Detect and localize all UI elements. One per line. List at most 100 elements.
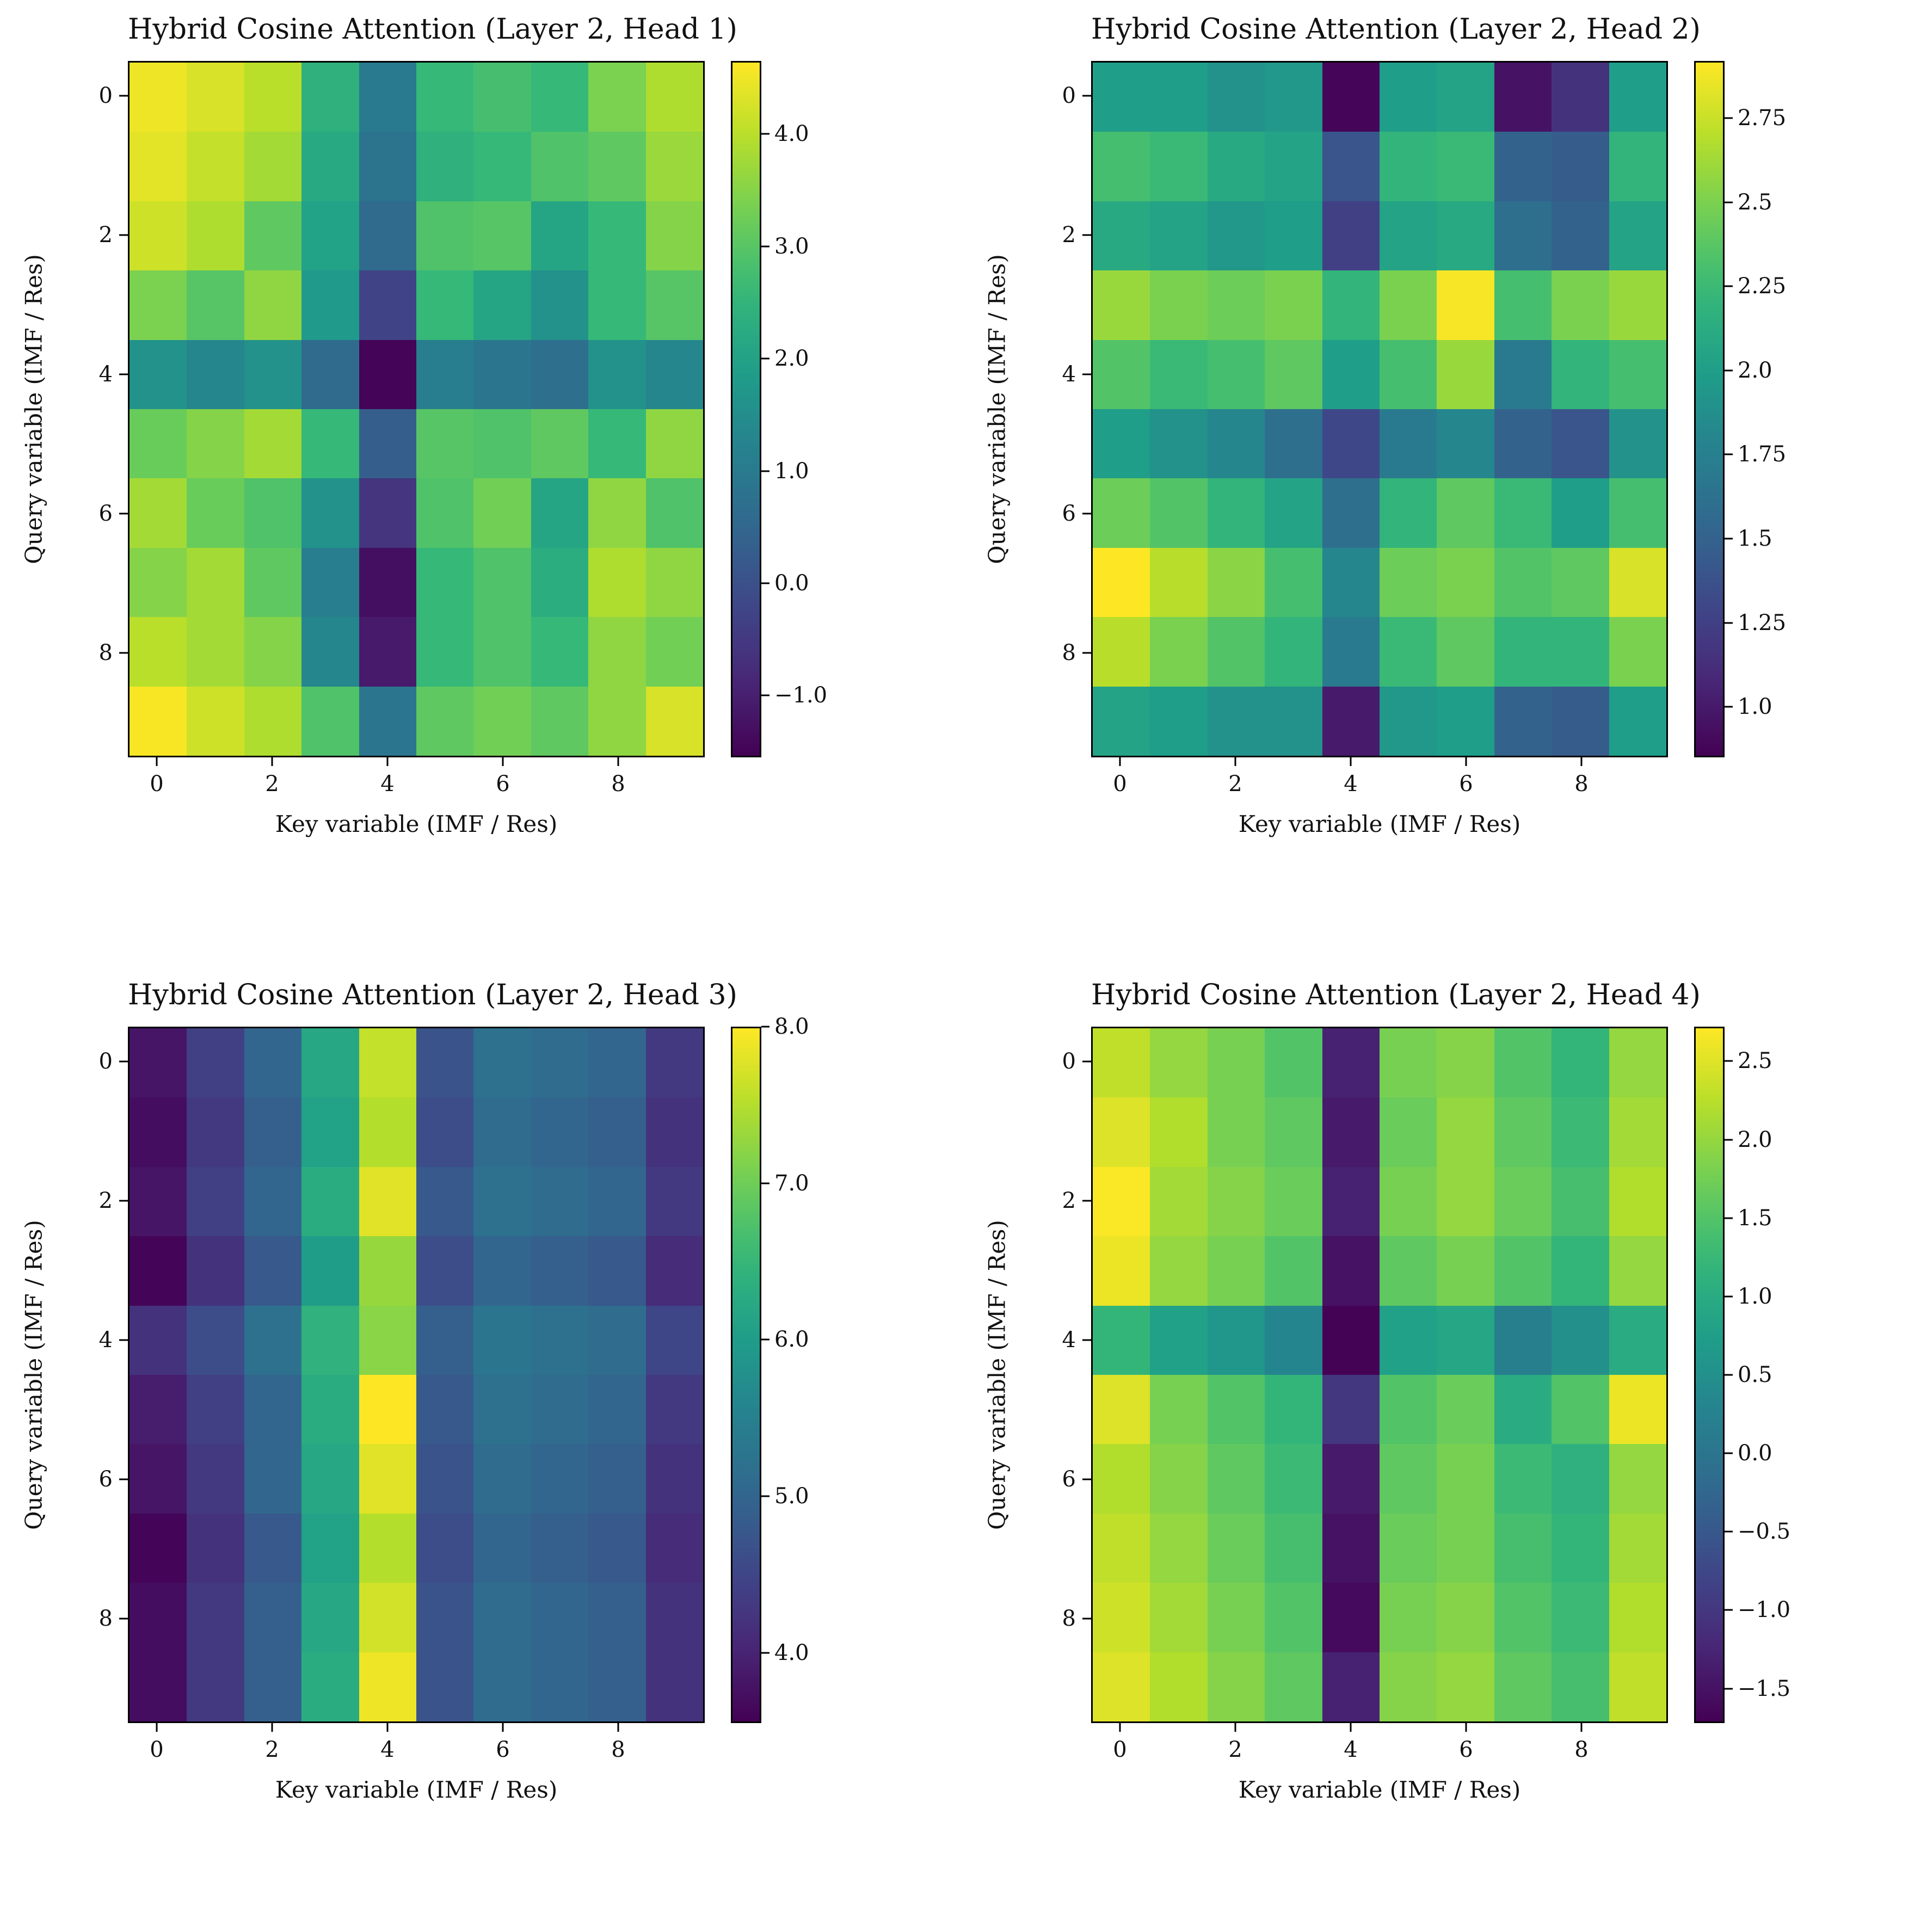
heatmap-cell <box>1552 1444 1609 1514</box>
y-axis-label: Query variable (IMF / Res) <box>983 254 1011 564</box>
heatmap-cell <box>1494 1652 1552 1721</box>
heatmap-cell <box>645 478 703 548</box>
heatmap-cell <box>1265 1305 1322 1375</box>
heatmap-cell <box>1093 201 1150 271</box>
y-tick-mark <box>119 652 128 654</box>
heatmap-cell <box>645 201 703 271</box>
heatmap-cell <box>1494 1444 1552 1514</box>
heatmap-cell <box>531 1097 589 1167</box>
colorbar-tick-label: 1.0 <box>1738 694 1772 720</box>
heatmap-cell <box>1322 1513 1380 1583</box>
heatmap-cell <box>1322 478 1380 548</box>
y-tick-label: 8 <box>98 640 113 665</box>
colorbar-tick-label: 2.0 <box>1738 1127 1772 1152</box>
heatmap-cell <box>473 1236 531 1306</box>
heatmap-cell <box>130 1375 187 1445</box>
heatmap-cell <box>1552 1652 1609 1721</box>
heatmap-cell <box>1322 1028 1380 1098</box>
x-tick-mark <box>156 757 158 766</box>
heatmap-cell <box>130 1236 187 1306</box>
x-tick-label: 6 <box>496 1737 510 1762</box>
heatmap-cell <box>416 409 474 479</box>
colorbar-tick-label: −1.5 <box>1738 1676 1791 1701</box>
heatmap-cell <box>359 1513 416 1583</box>
heatmap-cell <box>359 270 416 340</box>
heatmap-cell <box>1552 1375 1609 1445</box>
heatmap-cell <box>588 1583 646 1652</box>
y-tick-label: 0 <box>98 83 113 108</box>
colorbar-tick-mark <box>1725 1139 1733 1141</box>
plot-title: Hybrid Cosine Attention (Layer 2, Head 3… <box>128 979 737 1011</box>
heatmap-cell <box>244 1513 302 1583</box>
y-tick-mark <box>119 1339 128 1341</box>
heatmap-cell <box>187 686 244 756</box>
heatmap-cell <box>531 1652 589 1721</box>
y-axis-label: Query variable (IMF / Res) <box>20 1220 47 1530</box>
heatmap-cell <box>1322 270 1380 340</box>
x-tick-label: 4 <box>1344 1737 1358 1762</box>
heatmap-cell <box>1150 1583 1208 1652</box>
heatmap-cell <box>531 132 589 201</box>
heatmap-cell <box>1552 340 1609 409</box>
heatmap-cell <box>1609 201 1666 271</box>
heatmap-cell <box>1322 1375 1380 1445</box>
heatmap-cell <box>1494 1236 1552 1306</box>
heatmap-cell <box>1609 1236 1666 1306</box>
heatmap-cell <box>1437 1097 1494 1167</box>
heatmap-cell <box>1093 1444 1150 1514</box>
heatmap-cell <box>416 1513 474 1583</box>
heatmap-cell <box>187 1583 244 1652</box>
heatmap-cell <box>301 201 359 271</box>
heatmap-cell <box>130 686 187 756</box>
colorbar <box>731 61 761 757</box>
colorbar-tick-mark <box>761 1495 769 1497</box>
heatmap-cell <box>531 409 589 479</box>
heatmap-cell <box>1265 1513 1322 1583</box>
y-tick-mark <box>119 1618 128 1620</box>
heatmap <box>1091 61 1668 757</box>
heatmap-cell <box>1609 478 1666 548</box>
heatmap-cell <box>1609 1305 1666 1375</box>
heatmap-cell <box>359 1305 416 1375</box>
colorbar-tick-mark <box>1725 1688 1733 1690</box>
heatmap-cell <box>1207 1236 1265 1306</box>
heatmap-cell <box>130 1305 187 1375</box>
heatmap-cell <box>588 1513 646 1583</box>
heatmap-cell <box>645 1097 703 1167</box>
heatmap-cell <box>1552 409 1609 479</box>
subplot-head-3: Hybrid Cosine Attention (Layer 2, Head 3… <box>0 966 963 1932</box>
heatmap-cell <box>1552 1305 1609 1375</box>
heatmap-cell <box>473 617 531 687</box>
heatmap-cell <box>1150 547 1208 618</box>
heatmap-cell <box>130 132 187 201</box>
heatmap-cell <box>1207 1444 1265 1514</box>
heatmap-cell <box>301 1513 359 1583</box>
heatmap-cell <box>416 547 474 618</box>
colorbar-tick-mark <box>761 470 769 472</box>
heatmap-cell <box>588 1305 646 1375</box>
heatmap-cell <box>359 201 416 271</box>
heatmap-cell <box>244 1166 302 1237</box>
heatmap-cell <box>359 1652 416 1721</box>
heatmap-cell <box>416 1305 474 1375</box>
heatmap-cell <box>1494 617 1552 687</box>
heatmap-cell <box>301 686 359 756</box>
heatmap-cell <box>1322 1236 1380 1306</box>
x-tick-mark <box>1350 757 1352 766</box>
heatmap-cell <box>1150 478 1208 548</box>
heatmap-cell <box>588 617 646 687</box>
heatmap-cell <box>301 340 359 409</box>
heatmap-cell <box>1150 409 1208 479</box>
heatmap-cell <box>416 132 474 201</box>
heatmap-cell <box>473 1444 531 1514</box>
heatmap-cell <box>1322 1444 1380 1514</box>
y-tick-mark <box>1082 234 1091 236</box>
x-tick-mark <box>1234 757 1236 766</box>
heatmap-cell <box>1265 201 1322 271</box>
heatmap-cell <box>645 1305 703 1375</box>
x-tick-label: 4 <box>380 1737 395 1762</box>
heatmap-cell <box>1494 478 1552 548</box>
heatmap-cell <box>359 63 416 132</box>
heatmap-cell <box>1437 1513 1494 1583</box>
